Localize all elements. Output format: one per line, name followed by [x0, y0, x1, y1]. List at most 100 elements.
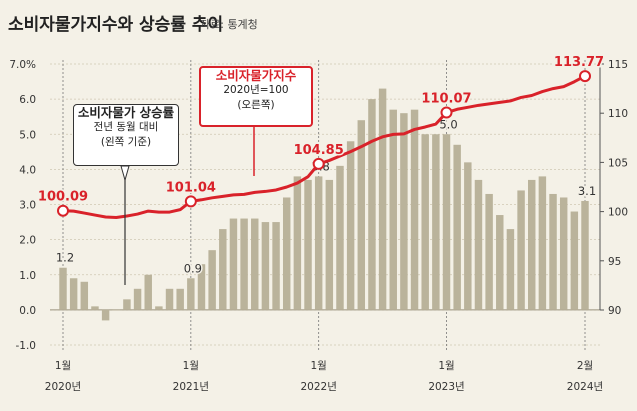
- cpi-value-label: 113.77: [554, 55, 604, 70]
- bar: [570, 211, 579, 310]
- bar: [304, 179, 312, 310]
- bar: [240, 218, 248, 310]
- bar: [187, 278, 195, 310]
- right-axis-tick-label: 115: [608, 59, 628, 71]
- left-axis-tick-label: 0.0: [19, 305, 36, 317]
- left-axis-tick-label: 2.0: [19, 235, 36, 247]
- cpi-annotation-axis: (오른쪽): [237, 99, 275, 111]
- x-axis-year-label: 2022년: [300, 381, 336, 393]
- left-axis-tick-label: 7.0%: [9, 59, 36, 71]
- x-axis-month-label: 1월: [438, 360, 454, 372]
- bar: [282, 197, 291, 310]
- bar: [272, 222, 280, 310]
- cpi-point-marker: [312, 157, 325, 170]
- right-axis-tick-label: 110: [608, 108, 628, 120]
- bar-value-label: 3.1: [578, 184, 596, 198]
- bar: [325, 179, 334, 310]
- bar: [485, 193, 493, 310]
- bar: [219, 229, 227, 310]
- bar: [80, 281, 89, 310]
- rate-annotation-arrow: [120, 165, 130, 182]
- bar: [432, 134, 440, 310]
- cpi-annotation-box: 소비자물가지수 2020년=100 (오른쪽): [199, 66, 313, 127]
- right-axis-tick-label: 100: [608, 207, 628, 219]
- rate-annotation-box: 소비자물가 상승률 전년 동월 대비 (왼쪽 기준): [73, 104, 179, 166]
- left-axis-tick-label: 4.0: [19, 164, 36, 176]
- bar: [410, 109, 419, 310]
- left-axis-tick-label: 6.0: [19, 94, 36, 106]
- bar: [378, 88, 387, 310]
- bar-value-label: 0.9: [184, 261, 202, 275]
- bar-value-label: 5.0: [439, 117, 457, 131]
- bar: [69, 278, 78, 310]
- bar: [133, 288, 142, 310]
- rate-annotation-axis: (왼쪽 기준): [100, 136, 152, 148]
- x-axis-year-label: 2024년: [567, 381, 603, 393]
- bar: [357, 120, 366, 310]
- bar: [101, 309, 110, 321]
- bar: [559, 197, 568, 310]
- bar: [197, 264, 206, 310]
- right-axis-tick-label: 105: [608, 157, 628, 169]
- bar: [176, 288, 184, 310]
- bar: [336, 165, 344, 310]
- x-axis-year-label: 2023년: [428, 381, 464, 393]
- right-axis-tick-label: 95: [608, 256, 621, 268]
- bar: [261, 222, 270, 310]
- x-axis-month-label: 2월: [577, 360, 593, 372]
- left-axis-tick-label: 5.0: [19, 129, 36, 141]
- cpi-point-marker: [184, 195, 197, 208]
- bar: [59, 267, 67, 310]
- x-axis-year-label: 2020년: [45, 381, 81, 393]
- bar: [314, 176, 323, 310]
- x-axis-month-label: 1월: [311, 360, 327, 372]
- chart-title: 소비자물가지수와 상승률 추이: [8, 15, 224, 35]
- bar: [91, 306, 99, 310]
- bar: [528, 179, 536, 310]
- bar: [538, 176, 547, 310]
- x-axis-month-label: 1월: [55, 360, 71, 372]
- left-axis-tick-label: -1.0: [16, 340, 37, 352]
- bar: [251, 218, 259, 310]
- bar: [368, 99, 376, 310]
- bar: [517, 190, 525, 310]
- left-axis-tick-label: 1.0: [19, 270, 36, 282]
- bar: [464, 162, 472, 310]
- chart-source: 자료: 통계청: [200, 18, 258, 31]
- bar: [346, 141, 355, 310]
- x-axis-month-label: 1월: [183, 360, 199, 372]
- bar: [155, 306, 163, 310]
- cpi-annotation-base: 2020년=100: [223, 84, 289, 96]
- bar: [506, 229, 515, 310]
- bar: [229, 218, 238, 310]
- x-axis-year-label: 2021년: [173, 381, 209, 393]
- bar: [144, 274, 152, 310]
- cpi-point-marker: [579, 70, 591, 83]
- bar: [389, 109, 397, 310]
- bar: [442, 134, 451, 310]
- bar: [581, 200, 589, 310]
- right-axis-tick-label: 90: [608, 305, 621, 317]
- cpi-point-marker: [57, 204, 69, 217]
- rate-annotation-title: 소비자물가 상승률: [77, 105, 175, 120]
- bar-value-label: 1.2: [56, 251, 74, 265]
- rate-annotation-basis: 전년 동월 대비: [93, 121, 159, 133]
- cpi-value-label: 100.09: [38, 190, 88, 205]
- cpi-value-label: 101.04: [166, 180, 216, 195]
- left-axis-tick-label: 3.0: [19, 200, 36, 212]
- bar: [400, 113, 408, 310]
- bar: [293, 176, 302, 310]
- bar: [549, 193, 557, 310]
- bar: [165, 288, 174, 310]
- bar: [421, 134, 429, 310]
- bar: [453, 144, 461, 310]
- bar: [208, 250, 216, 310]
- bar: [474, 179, 483, 310]
- bar: [496, 215, 504, 310]
- cpi-value-label: 104.85: [294, 143, 344, 158]
- bar: [123, 299, 131, 310]
- bar: [112, 309, 120, 311]
- cpi-point-marker: [440, 106, 453, 119]
